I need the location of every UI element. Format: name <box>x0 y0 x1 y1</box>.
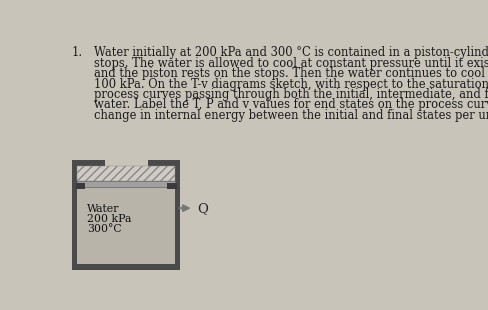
Text: water. Label the T, P and v values for end states on the process curves. Find th: water. Label the T, P and v values for e… <box>94 98 488 111</box>
Bar <box>72 160 104 166</box>
Text: process curves passing through both the initial, intermediate, and final states : process curves passing through both the … <box>94 88 488 101</box>
Text: Q: Q <box>197 202 208 215</box>
Text: change in internal energy between the initial and final states per unit mass of : change in internal energy between the in… <box>94 109 488 122</box>
Text: 300°C: 300°C <box>86 224 121 234</box>
Bar <box>72 264 180 270</box>
Text: and the piston rests on the stops. Then the water continues to cool until the pr: and the piston rests on the stops. Then … <box>94 67 488 80</box>
Bar <box>77 181 175 187</box>
Bar <box>175 160 180 270</box>
Text: Water: Water <box>86 204 119 214</box>
Bar <box>77 187 175 264</box>
Text: 1.: 1. <box>72 46 83 60</box>
Bar <box>167 183 176 189</box>
Text: Water initially at 200 kPa and 300 °C is contained in a piston-cylinder device f: Water initially at 200 kPa and 300 °C is… <box>94 46 488 60</box>
Text: 200 kPa: 200 kPa <box>86 214 131 224</box>
Bar <box>76 183 85 189</box>
Text: stops. The water is allowed to cool at constant pressure until it exists as a sa: stops. The water is allowed to cool at c… <box>94 57 488 70</box>
Bar <box>148 160 180 166</box>
Bar <box>77 166 175 181</box>
Text: 100 kPa. On the T-v diagrams sketch, with respect to the saturation lines, draw : 100 kPa. On the T-v diagrams sketch, wit… <box>94 78 488 91</box>
Bar <box>72 160 77 270</box>
